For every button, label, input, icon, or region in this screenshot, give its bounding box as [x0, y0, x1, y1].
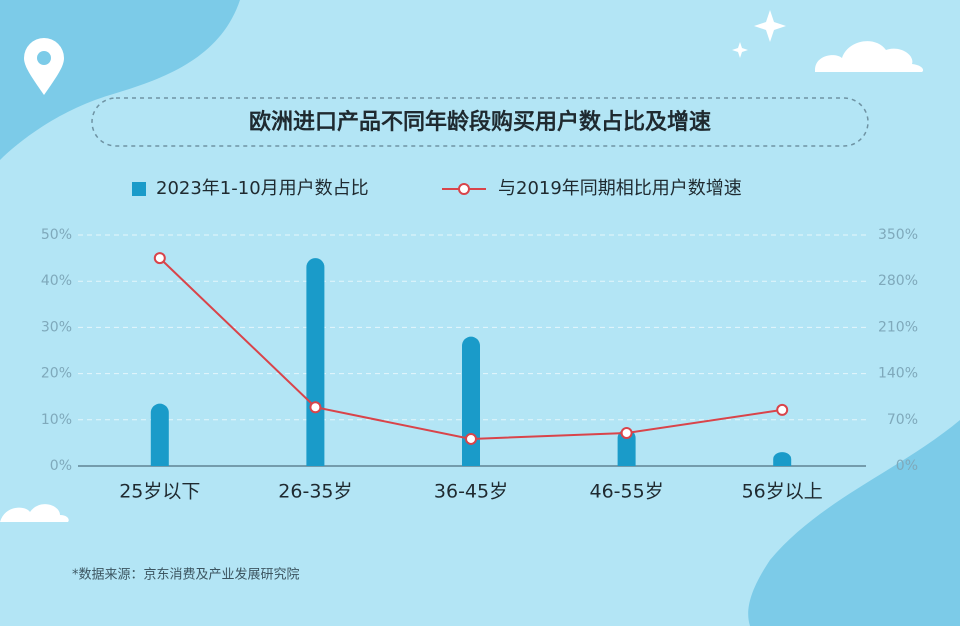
x-tick-label: 26-35岁	[278, 481, 352, 503]
bar	[462, 336, 480, 466]
y2-tick-label: 280%	[878, 273, 918, 289]
y-tick-label: 30%	[41, 319, 72, 335]
y-tick-label: 10%	[41, 412, 72, 428]
sparkle	[732, 42, 748, 58]
line-marker	[620, 427, 633, 439]
bar	[773, 452, 792, 466]
source-note: *数据来源：京东消费及产业发展研究院	[72, 567, 300, 583]
decor-blob	[0, 0, 240, 160]
legend-swatch	[132, 182, 146, 196]
title-frame	[91, 97, 869, 147]
line-marker	[465, 432, 477, 445]
cloud	[815, 41, 924, 72]
location-icon	[24, 38, 64, 95]
x-tick-label: 25岁以下	[119, 481, 200, 503]
y2-tick-label: 350%	[878, 227, 918, 243]
decor-blob	[748, 420, 960, 626]
y-tick-label: 40%	[41, 273, 72, 289]
line-marker	[309, 401, 322, 414]
y-tick-label: 0%	[50, 458, 72, 474]
y2-tick-label: 140%	[878, 366, 918, 382]
line-marker	[153, 252, 166, 265]
chart-title: 欧洲进口产品不同年龄段购买用户数占比及增速	[249, 109, 711, 135]
cloud	[0, 504, 69, 522]
location-icon-dot	[37, 51, 51, 65]
y2-tick-label: 0%	[896, 458, 918, 474]
y-tick-label: 20%	[41, 366, 72, 382]
sparkle	[754, 10, 786, 42]
bar	[150, 403, 169, 466]
bar	[617, 429, 636, 466]
legend-label: 与2019年同期相比用户数增速	[498, 178, 742, 199]
x-tick-label: 56岁以上	[742, 481, 823, 503]
line-marker	[776, 403, 789, 416]
y2-tick-label: 210%	[878, 319, 918, 335]
bar	[306, 258, 325, 466]
legend-swatch	[458, 183, 470, 195]
y-tick-label: 50%	[41, 227, 72, 243]
y2-tick-label: 70%	[887, 412, 918, 428]
x-tick-label: 36-45岁	[434, 481, 508, 503]
x-tick-label: 46-55岁	[589, 481, 663, 503]
legend-label: 2023年1-10月用户数占比	[156, 178, 369, 199]
